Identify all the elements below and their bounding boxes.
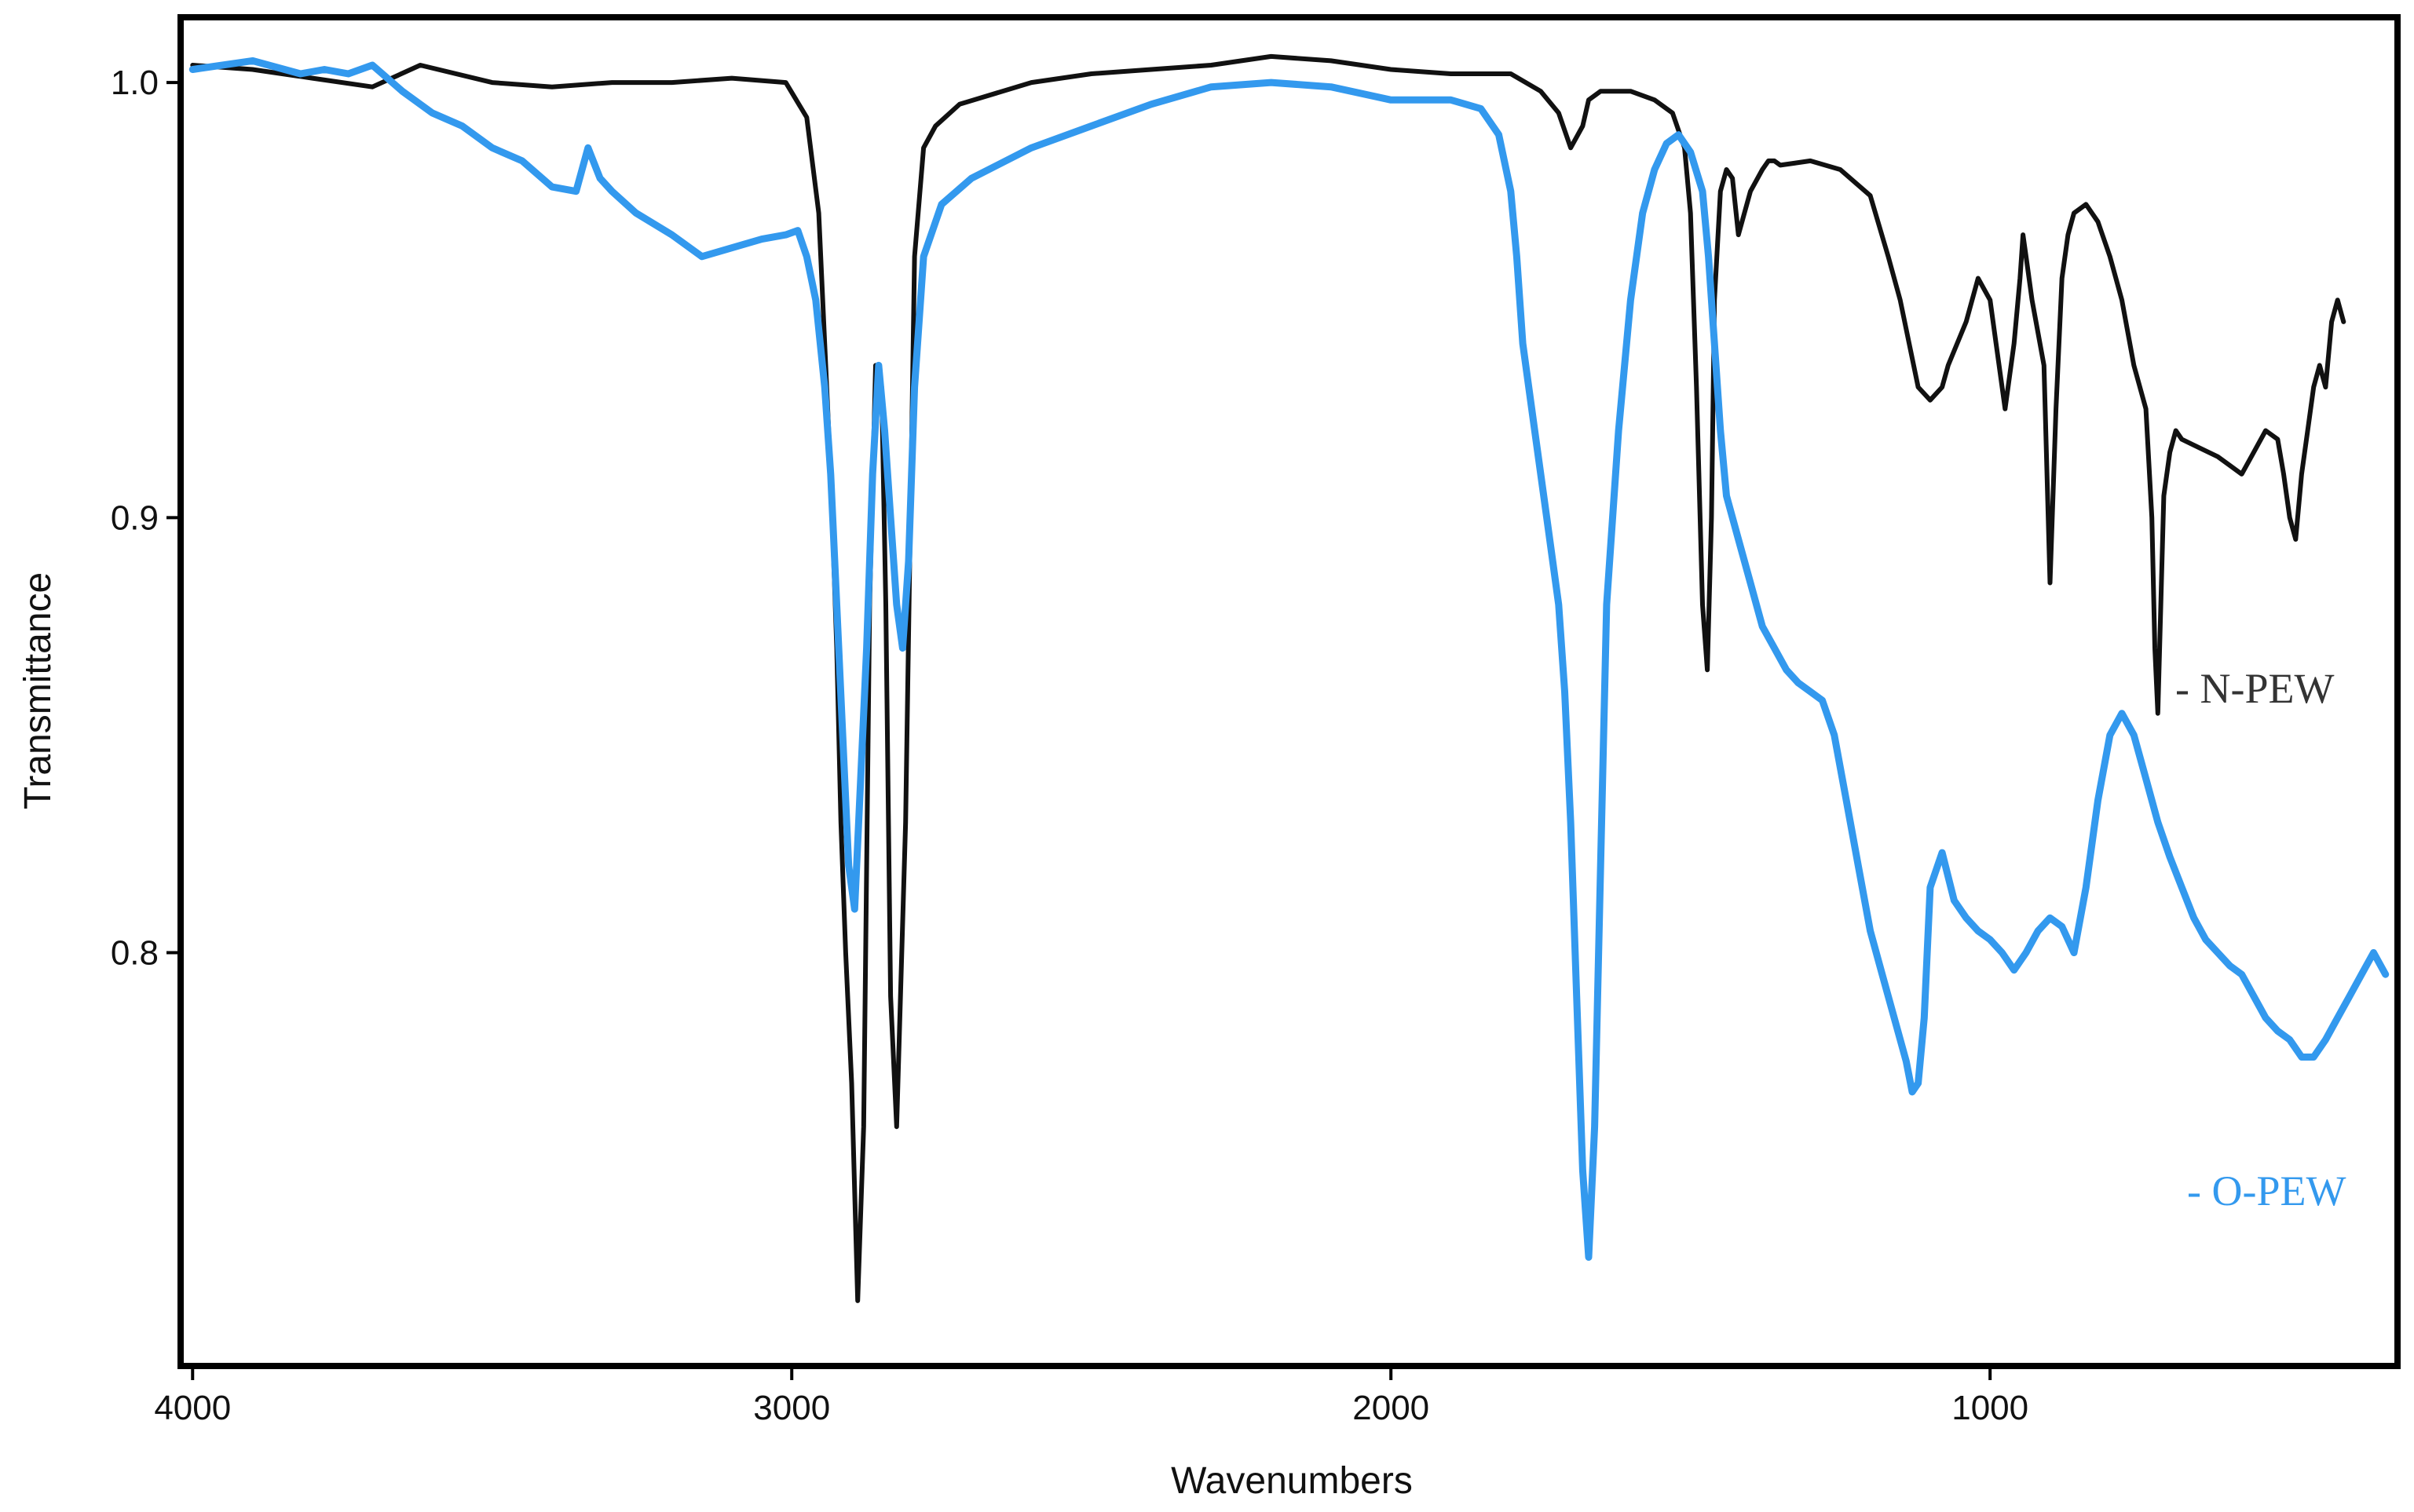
y-tick-label: 0.9 <box>111 499 159 537</box>
tick-layer: 4000 3000 2000 1000 1.0 0.9 0.8 <box>111 64 2028 1427</box>
y-axis-title: Transmittance <box>17 572 59 809</box>
legend-label-o-pew: - O-PEW <box>2187 1167 2346 1214</box>
plot-frame <box>177 14 2401 1369</box>
y-tick-label: 1.0 <box>111 64 159 102</box>
series-line-o-pew <box>188 57 2390 1261</box>
y-tick-label: 0.8 <box>111 934 159 973</box>
x-tick-label: 2000 <box>1352 1389 1429 1427</box>
x-tick-label: 3000 <box>753 1389 830 1427</box>
series-layer <box>188 53 2390 1303</box>
x-tick-label: 1000 <box>1951 1389 2028 1427</box>
x-tick-label: 4000 <box>154 1389 231 1427</box>
legend-label-n-pew: - N-PEW <box>2175 665 2334 712</box>
x-axis-title: Wavenumbers <box>1171 1460 1413 1502</box>
series-line-n-pew <box>190 53 2346 1303</box>
legend: - N-PEW - O-PEW <box>2175 665 2346 1214</box>
